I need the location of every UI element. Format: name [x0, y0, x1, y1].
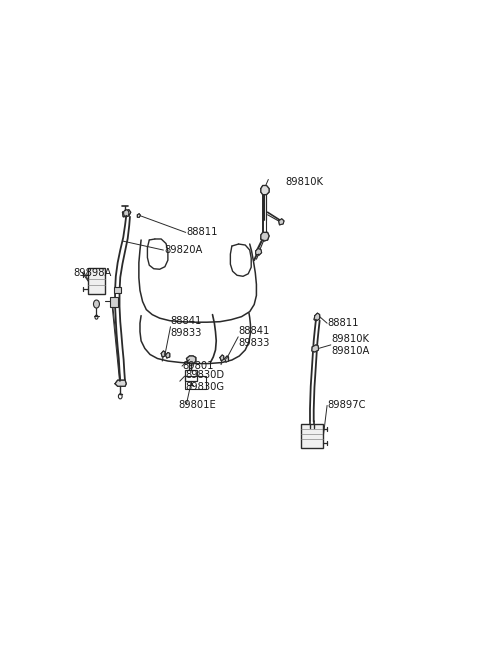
Text: 89801: 89801 — [183, 361, 214, 371]
Polygon shape — [220, 355, 224, 360]
Polygon shape — [166, 352, 170, 358]
Bar — [185, 370, 196, 381]
Text: 88841
89833: 88841 89833 — [171, 316, 202, 337]
Text: 89897C: 89897C — [328, 400, 366, 411]
Polygon shape — [137, 214, 140, 217]
Text: 89898A: 89898A — [73, 268, 111, 278]
Bar — [301, 424, 324, 448]
Polygon shape — [122, 210, 131, 217]
Circle shape — [310, 428, 314, 434]
Text: 89810K: 89810K — [285, 177, 323, 187]
Bar — [114, 287, 120, 293]
Text: 89810K
89810A: 89810K 89810A — [332, 334, 370, 356]
Polygon shape — [161, 351, 165, 357]
Polygon shape — [115, 380, 126, 386]
Bar — [185, 376, 206, 389]
Polygon shape — [314, 313, 320, 321]
Polygon shape — [225, 356, 228, 362]
Bar — [88, 269, 105, 295]
Text: 88811: 88811 — [328, 318, 360, 328]
Text: 89820A: 89820A — [164, 245, 203, 255]
Polygon shape — [256, 248, 262, 255]
Text: 89830D
89830G: 89830D 89830G — [186, 371, 225, 392]
Circle shape — [94, 300, 99, 308]
Text: 89801E: 89801E — [178, 400, 216, 411]
Text: 88841
89833: 88841 89833 — [239, 326, 270, 348]
Polygon shape — [186, 356, 196, 363]
Circle shape — [124, 210, 129, 217]
Polygon shape — [279, 219, 284, 225]
Polygon shape — [261, 185, 269, 195]
Bar — [110, 297, 119, 307]
Polygon shape — [261, 233, 269, 241]
Polygon shape — [312, 345, 319, 352]
Text: 88811: 88811 — [186, 227, 218, 237]
